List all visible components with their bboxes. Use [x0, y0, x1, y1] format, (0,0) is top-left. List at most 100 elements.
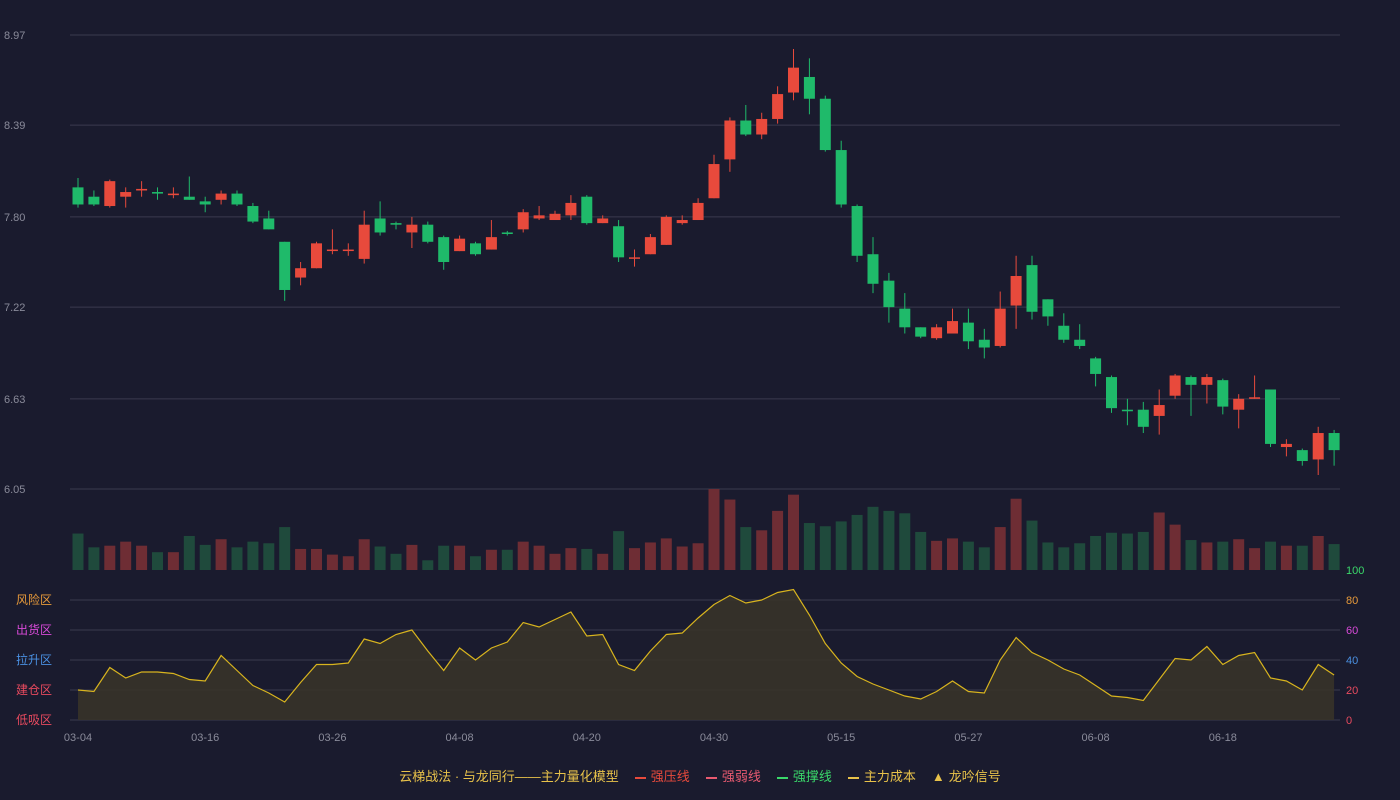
legend-item[interactable]: 强弱线: [705, 766, 761, 785]
candle-body: [835, 150, 847, 205]
candlestick: [1042, 299, 1054, 326]
x-tick-label: 04-30: [700, 732, 728, 744]
candlestick: [613, 220, 625, 262]
candle-body: [724, 120, 736, 160]
volume-bar: [1328, 544, 1340, 570]
volume-bar: [485, 549, 497, 570]
candlestick: [899, 293, 911, 334]
x-tick-label: 06-18: [1209, 732, 1237, 744]
volume-bar: [1010, 498, 1022, 570]
candlestick: [1233, 394, 1245, 429]
legend-swatch: [776, 776, 788, 779]
zone-label: 建仓区: [16, 683, 52, 697]
candlestick: [358, 210, 370, 264]
candle-body: [1233, 398, 1245, 410]
price-tick-label: 7.22: [4, 302, 25, 314]
volume-bar: [136, 545, 148, 570]
candlestick: [120, 187, 132, 208]
candlestick: [756, 112, 768, 140]
candlestick: [342, 243, 354, 256]
candlestick: [1296, 448, 1308, 466]
volume-bar: [629, 548, 640, 570]
candlestick: [1280, 439, 1292, 457]
candle-body: [1312, 433, 1324, 460]
candle-body: [851, 206, 863, 256]
volume-bar: [867, 506, 879, 570]
cost-area: [78, 589, 1335, 720]
volume-bar: [835, 521, 847, 570]
candle-body: [740, 120, 752, 135]
volume-bar: [104, 545, 116, 570]
volume-bar: [581, 548, 593, 570]
candle-body: [1153, 405, 1165, 416]
volume-bar: [724, 499, 736, 570]
candle-body: [183, 196, 195, 200]
candlestick: [962, 308, 974, 350]
volume-bar: [326, 554, 338, 570]
candle-body: [708, 164, 720, 199]
price-tick-label: 8.39: [4, 120, 25, 132]
legend-item[interactable]: 云梯战法 · 与龙同行——主力量化模型: [399, 766, 619, 785]
volume-bar: [915, 531, 927, 570]
candlestick: [597, 215, 609, 224]
volume-bar: [470, 556, 481, 570]
candle-body: [1169, 375, 1181, 396]
candle-body: [231, 193, 243, 205]
x-tick-label: 05-27: [954, 732, 982, 744]
candlestick: [947, 308, 958, 334]
candle-body: [644, 237, 656, 255]
candlestick: [1249, 375, 1261, 399]
volume-bar: [183, 535, 195, 570]
candlestick: [772, 86, 784, 124]
volume-bar: [120, 541, 132, 570]
x-tick-label: 06-08: [1082, 732, 1110, 744]
legend-item[interactable]: ▲ 龙吟信号: [932, 766, 1001, 785]
candle-body: [819, 98, 831, 151]
candlestick: [1217, 378, 1229, 415]
volume-bar: [660, 538, 672, 570]
candlestick: [279, 241, 291, 301]
candle-body: [549, 213, 561, 221]
candle-body: [629, 257, 640, 259]
candlestick: [1137, 401, 1149, 434]
legend-item[interactable]: 强撑线: [776, 766, 832, 785]
chart-canvas: 6.05 6.63 7.22 7.80 8.39 8.97 0 20 40 60 80 100 风险区出…: [4, 30, 1364, 744]
candle-body: [295, 268, 307, 278]
candlestick: [708, 154, 720, 199]
candle-body: [136, 188, 148, 191]
candlestick: [644, 234, 656, 255]
candle-body: [454, 238, 466, 252]
candlestick: [470, 241, 481, 256]
candlestick: [931, 324, 943, 340]
volume-bar: [533, 545, 545, 570]
price-tick-label: 8.97: [4, 30, 25, 42]
candle-body: [342, 249, 354, 252]
indicator-tick-label: 100: [1346, 565, 1364, 577]
legend-label: 云梯战法 · 与龙同行——主力量化模型: [399, 769, 619, 784]
legend-item[interactable]: 主力成本: [847, 766, 916, 785]
candlestick: [788, 48, 799, 101]
volume-bar: [342, 556, 354, 570]
candlestick: [88, 190, 100, 207]
x-tick-label: 03-26: [318, 732, 346, 744]
candle-body: [867, 254, 879, 284]
volume-bar: [215, 539, 227, 570]
candlestick: [263, 210, 275, 230]
volume-bar: [565, 548, 577, 570]
candle-body: [915, 327, 927, 337]
candle-body: [597, 218, 609, 224]
volume-bar: [899, 513, 911, 570]
chart-legend: 云梯战法 · 与龙同行——主力量化模型 强压线 强弱线 强撑线 主力成本 ▲ 龙吟信号: [0, 766, 1400, 785]
candle-body: [1265, 389, 1276, 444]
volume-bar: [1042, 542, 1054, 570]
volume-bar: [708, 489, 720, 570]
candlestick: [994, 291, 1006, 348]
legend-item[interactable]: 强压线: [634, 766, 690, 785]
candlestick: [390, 221, 402, 230]
x-tick-label: 03-04: [64, 732, 92, 744]
candle-body: [676, 220, 688, 224]
candle-body: [581, 196, 593, 224]
candlestick: [549, 210, 561, 221]
volume-bar: [644, 542, 656, 570]
volume-bar: [1153, 512, 1165, 570]
